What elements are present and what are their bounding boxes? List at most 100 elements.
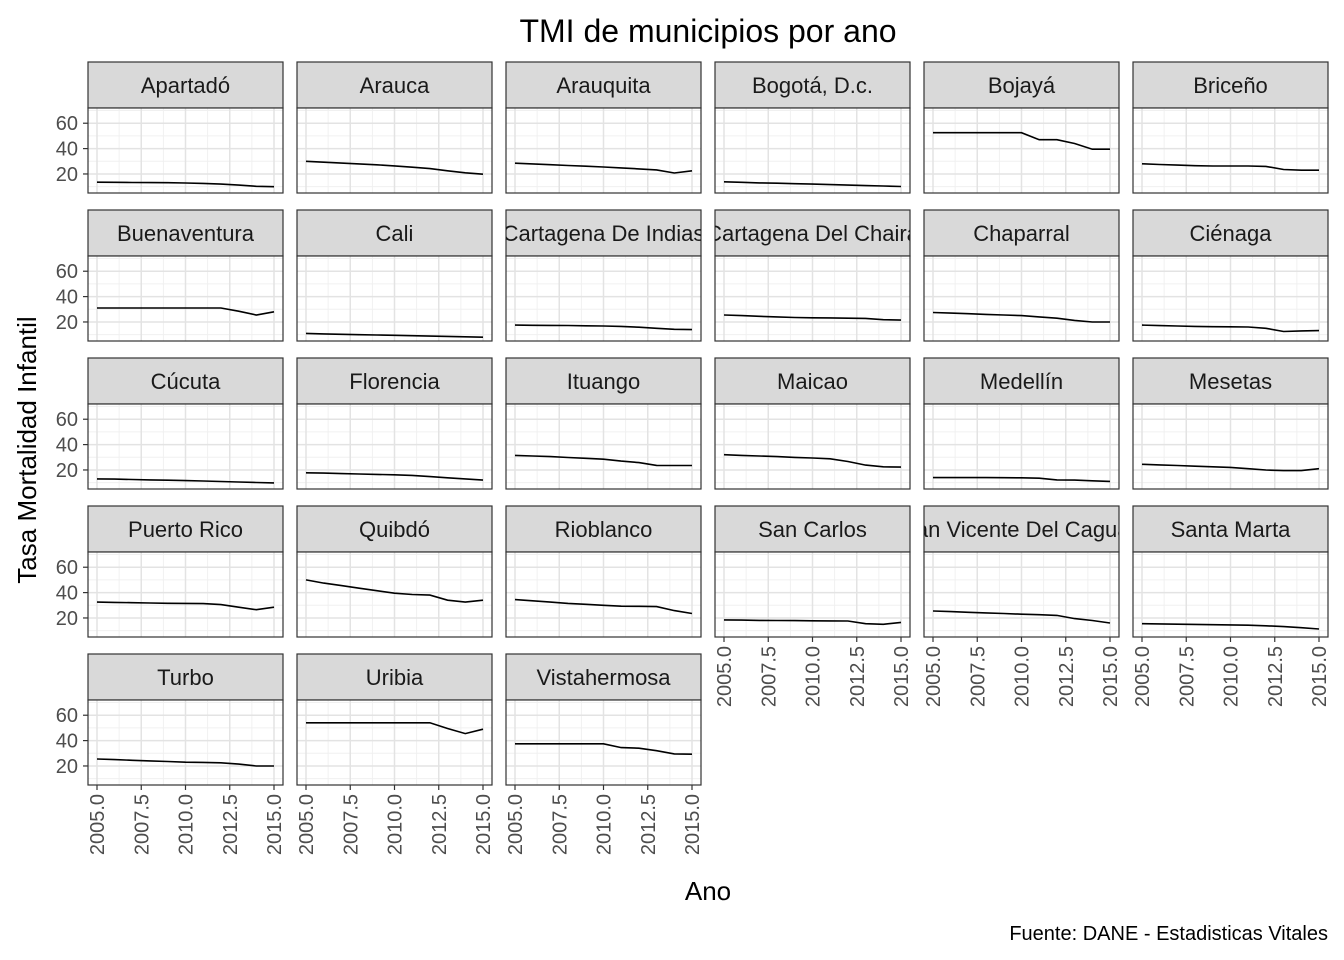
facet-strip (87, 653, 284, 701)
facet-border (923, 107, 1120, 194)
facet-border (87, 107, 284, 194)
series-line (723, 453, 902, 468)
facet-panel: Arauca (296, 61, 493, 194)
facet-border (505, 403, 702, 490)
facet-strip (714, 505, 911, 553)
x-tick-label: 2005.0 (1132, 646, 1154, 707)
x-tick-label: 2007.5 (967, 646, 989, 707)
y-tick-label: 20 (56, 312, 78, 334)
x-tick-label: 2007.5 (1176, 646, 1198, 707)
series-line (933, 476, 1111, 483)
x-tick-label: 2007.5 (340, 794, 362, 855)
facet-strip-label: Vistahermosa (536, 665, 671, 690)
x-tick-label: 2015.0 (891, 646, 913, 707)
facet-strip-label: Bojayá (988, 73, 1056, 98)
facet-strip-label: Cartagena Del Chairá (706, 221, 920, 246)
facet-strip (923, 61, 1120, 109)
facet-border (714, 255, 911, 342)
facet-strip (296, 505, 493, 553)
series-line (1141, 463, 1320, 472)
facet-panel: Buenaventura 20 40 60 (56, 209, 284, 342)
facet-border (923, 255, 1120, 342)
x-axis-title: Ano (685, 876, 731, 906)
facet-strip (505, 61, 702, 109)
facet-strip-label: Buenaventura (117, 221, 255, 246)
facet-panel: Bojayá (923, 61, 1120, 194)
x-tick-label: 2012.5 (429, 794, 451, 855)
facet-strip-label: Arauca (360, 73, 430, 98)
facet-panel: Puerto Rico 20 40 60 (56, 505, 284, 638)
facet-panel: Mesetas (1132, 357, 1329, 490)
facet-panel: Cali (296, 209, 493, 342)
series-line (97, 307, 275, 316)
series-line (305, 332, 484, 338)
facet-strip-label: Florencia (349, 369, 440, 394)
facet-panel: Vistahermosa 2005.0 2007.5 2010.0 2012.5 2015… (505, 653, 704, 855)
facet-strip-label: Chaparral (973, 221, 1070, 246)
facet-strip (923, 357, 1120, 405)
facet-strip-label: Cartagena De Indias (503, 221, 705, 246)
x-tick-label: 2005.0 (296, 794, 318, 855)
x-tick-label: 2005.0 (87, 794, 109, 855)
facet-border (87, 551, 284, 638)
facet-panel: Chaparral (923, 209, 1120, 342)
y-tick-label: 60 (56, 113, 78, 135)
facets: Apartadó 20 40 60 Arauca Arauquita Bogotá, D.c… (56, 61, 1331, 855)
x-tick-label: 2010.0 (1221, 646, 1243, 707)
facet-border (505, 255, 702, 342)
x-tick-label: 2015.0 (1100, 646, 1122, 707)
series-line (723, 619, 902, 626)
series-line (305, 579, 484, 603)
series-line (96, 478, 275, 484)
facet-panel: Medellín (923, 357, 1120, 490)
facet-strip-label: Santa Marta (1171, 517, 1292, 542)
series-line (933, 131, 1110, 150)
series-line (1141, 163, 1319, 171)
facet-panel: Apartadó 20 40 60 (56, 61, 284, 194)
facet-strip (923, 209, 1120, 257)
facet-border (714, 107, 911, 194)
facet-border (87, 403, 284, 490)
facet-strip (87, 505, 284, 553)
x-tick-label: 2015.0 (264, 794, 286, 855)
x-tick-label: 2012.5 (847, 646, 869, 707)
facet-strip-label: Ituango (567, 369, 640, 394)
facet-strip-label: Turbo (157, 665, 214, 690)
facet-panel: Briceño (1132, 61, 1329, 194)
y-tick-label: 40 (56, 139, 78, 161)
facet-panel: Cúcuta 20 40 60 (56, 357, 284, 490)
facet-panel: Maicao (714, 357, 911, 490)
facet-border (505, 107, 702, 194)
facet-strip (87, 61, 284, 109)
series-line (932, 311, 1110, 323)
series-line (723, 314, 902, 321)
facet-strip-label: Maicao (777, 369, 848, 394)
facet-border (714, 403, 911, 490)
facet-strip (296, 357, 493, 405)
y-tick-label: 20 (56, 460, 78, 482)
facet-strip-label: San Vicente Del Caguán (901, 517, 1142, 542)
facet-panel: Arauquita (505, 61, 702, 194)
facet-panel: Cartagena De Indias (503, 209, 705, 342)
x-tick-label: 2015.0 (473, 794, 495, 855)
x-tick-label: 2007.5 (758, 646, 780, 707)
x-tick-label: 2005.0 (714, 646, 736, 707)
facet-panel: Uribia 2005.0 2007.5 2010.0 2012.5 2015.0 (296, 653, 495, 855)
facet-strip (296, 61, 493, 109)
series-line (96, 181, 275, 188)
facet-panel: Quibdó (296, 505, 493, 638)
facet-border (296, 107, 493, 194)
facet-strip-label: Puerto Rico (128, 517, 243, 542)
x-tick-label: 2015.0 (682, 794, 704, 855)
series-line (514, 162, 693, 174)
facet-strip (296, 653, 493, 701)
x-tick-label: 2012.5 (220, 794, 242, 855)
series-line (514, 324, 693, 331)
facet-border (87, 255, 284, 342)
x-tick-label: 2007.5 (549, 794, 571, 855)
series-line (1141, 622, 1320, 630)
y-tick-label: 40 (56, 731, 78, 753)
y-tick-label: 20 (56, 608, 78, 630)
y-tick-label: 40 (56, 583, 78, 605)
